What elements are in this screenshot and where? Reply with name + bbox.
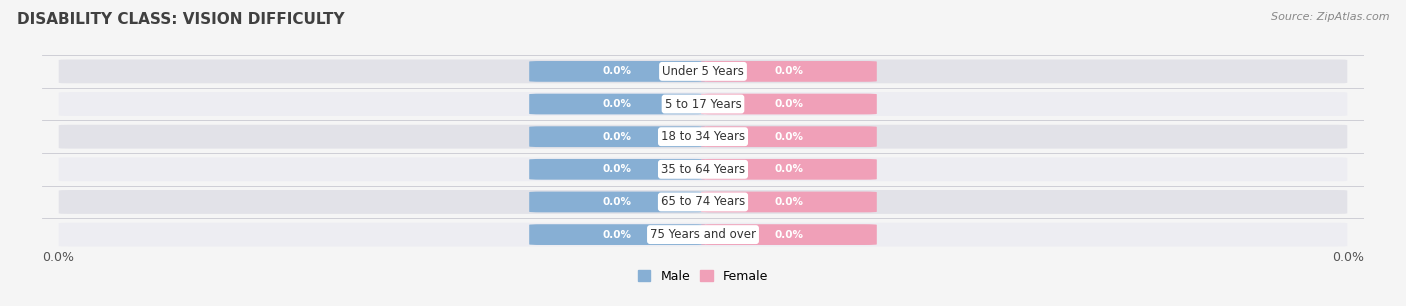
Text: 75 Years and over: 75 Years and over (650, 228, 756, 241)
Text: 0.0%: 0.0% (603, 230, 631, 240)
FancyBboxPatch shape (702, 94, 877, 114)
Text: 65 to 74 Years: 65 to 74 Years (661, 196, 745, 208)
Text: 0.0%: 0.0% (603, 99, 631, 109)
Text: DISABILITY CLASS: VISION DIFFICULTY: DISABILITY CLASS: VISION DIFFICULTY (17, 12, 344, 27)
FancyBboxPatch shape (529, 126, 704, 147)
FancyBboxPatch shape (702, 126, 877, 147)
FancyBboxPatch shape (59, 223, 1347, 247)
Legend: Male, Female: Male, Female (633, 265, 773, 288)
FancyBboxPatch shape (702, 61, 877, 82)
FancyBboxPatch shape (59, 59, 1347, 83)
FancyBboxPatch shape (529, 159, 704, 180)
Text: 0.0%: 0.0% (775, 132, 803, 142)
FancyBboxPatch shape (529, 94, 704, 114)
Text: Source: ZipAtlas.com: Source: ZipAtlas.com (1271, 12, 1389, 22)
FancyBboxPatch shape (702, 159, 877, 180)
Text: 0.0%: 0.0% (775, 197, 803, 207)
Text: 0.0%: 0.0% (603, 164, 631, 174)
Text: 18 to 34 Years: 18 to 34 Years (661, 130, 745, 143)
Text: 0.0%: 0.0% (775, 99, 803, 109)
FancyBboxPatch shape (59, 157, 1347, 181)
FancyBboxPatch shape (59, 190, 1347, 214)
Text: 35 to 64 Years: 35 to 64 Years (661, 163, 745, 176)
FancyBboxPatch shape (59, 125, 1347, 149)
FancyBboxPatch shape (59, 92, 1347, 116)
Text: 0.0%: 0.0% (775, 164, 803, 174)
Text: 0.0%: 0.0% (775, 66, 803, 76)
FancyBboxPatch shape (529, 192, 704, 212)
FancyBboxPatch shape (529, 224, 704, 245)
Text: 0.0%: 0.0% (603, 132, 631, 142)
FancyBboxPatch shape (702, 192, 877, 212)
Text: 0.0%: 0.0% (42, 251, 75, 264)
Text: 0.0%: 0.0% (1331, 251, 1364, 264)
Text: 5 to 17 Years: 5 to 17 Years (665, 98, 741, 110)
Text: 0.0%: 0.0% (775, 230, 803, 240)
Text: 0.0%: 0.0% (603, 66, 631, 76)
Text: Under 5 Years: Under 5 Years (662, 65, 744, 78)
FancyBboxPatch shape (529, 61, 704, 82)
FancyBboxPatch shape (702, 224, 877, 245)
Text: 0.0%: 0.0% (603, 197, 631, 207)
